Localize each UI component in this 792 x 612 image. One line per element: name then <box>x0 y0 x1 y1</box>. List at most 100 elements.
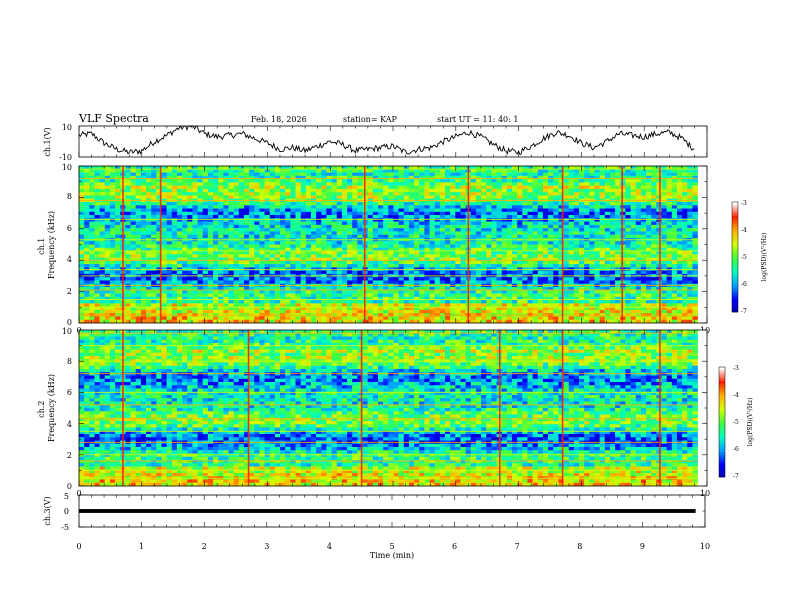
spectrogram-cell <box>223 280 229 285</box>
spectrogram-cell <box>300 231 307 235</box>
spectrogram-cell <box>506 264 513 268</box>
spectrogram-cell <box>604 221 611 226</box>
spectrogram-cell <box>269 296 276 301</box>
spectrogram-cell <box>347 175 353 180</box>
spectrogram-cell <box>151 290 157 294</box>
spectrogram-cell <box>202 257 209 262</box>
ch1-ytick-top: 10 <box>62 123 72 132</box>
spectrogram-cell <box>161 221 167 226</box>
spectrogram-cell <box>357 208 363 213</box>
spectrogram-cell <box>140 185 147 190</box>
spectrogram-cell <box>238 287 245 291</box>
spectrogram-cell <box>146 224 152 229</box>
spectrogram-cell <box>295 228 301 232</box>
spectrogram-cell <box>316 231 322 235</box>
spectrogram-cell <box>187 215 193 219</box>
spectrogram-cell <box>243 231 250 235</box>
spectrogram-cell <box>537 251 544 255</box>
spectrogram-cell <box>661 185 667 190</box>
spectrogram-cell <box>517 221 523 226</box>
spectrogram-cell <box>130 179 136 183</box>
spectrogram-cell <box>321 215 327 219</box>
spectrogram-cell <box>455 172 461 177</box>
spectrogram-cell <box>109 195 116 200</box>
spectrogram-cell <box>347 224 353 229</box>
spectrogram-cell <box>182 166 188 170</box>
spectrogram-cell <box>357 254 363 258</box>
spectrogram-cell <box>687 287 693 291</box>
spectrogram-cell <box>424 277 430 281</box>
spectrogram-cell <box>109 234 116 239</box>
spectrogram-cell <box>285 296 291 301</box>
spectrogram-cell <box>202 179 209 183</box>
spectrogram-cell <box>377 218 384 222</box>
spectrogram-cell <box>527 228 533 232</box>
spectrogram-cell <box>238 201 245 206</box>
spectrogram-cell <box>197 247 204 252</box>
spectrogram-cell <box>429 234 435 239</box>
spectrogram-cell <box>146 201 152 206</box>
spectrogram-cell <box>486 287 492 291</box>
spectrogram-cell <box>573 188 580 193</box>
spectrogram-cell <box>125 218 131 222</box>
spectrogram-cell <box>274 218 281 222</box>
spectrogram-cell <box>202 166 209 170</box>
spectrogram-cell <box>223 257 229 262</box>
spectrogram-cell <box>651 188 657 193</box>
spectrogram-cell <box>228 287 234 291</box>
spectrogram-cell <box>450 188 456 193</box>
spectrogram-cell <box>671 260 678 265</box>
spectrogram-cell <box>512 188 518 193</box>
spectrogram-cell <box>94 270 100 275</box>
spectrogram-cell <box>429 192 435 196</box>
spectrogram-cell <box>151 211 157 216</box>
spectrogram-cell <box>280 224 286 229</box>
spectrogram-cell <box>89 247 95 252</box>
spectrogram-cell <box>646 231 652 235</box>
spectrogram-cell <box>630 185 637 190</box>
spectrogram-cell <box>470 287 477 291</box>
spectrogram-cell <box>393 251 399 255</box>
spectrogram-cell <box>594 228 600 232</box>
spectrogram-cell <box>310 247 317 252</box>
spectrogram-cell <box>573 182 580 186</box>
spectrogram-cell <box>274 205 281 209</box>
spectrogram-cell <box>357 231 363 235</box>
spectrogram-cell <box>584 179 590 183</box>
spectrogram-cell <box>182 218 188 222</box>
spectrogram-cell <box>104 188 111 193</box>
spectrogram-cell <box>372 172 379 177</box>
spectrogram-cell <box>496 241 502 245</box>
spectrogram-cell <box>109 254 116 258</box>
spectrogram-cell <box>109 215 116 219</box>
spectrogram-cell <box>238 280 245 285</box>
spectrogram-cell <box>372 234 379 239</box>
spectrogram-cell <box>269 234 276 239</box>
spectrogram-cell <box>609 231 616 235</box>
spectrogram-cell <box>439 218 446 222</box>
spectrogram-cell <box>182 228 188 232</box>
spectrogram-cell <box>646 244 652 249</box>
spectrogram-cell <box>310 211 317 216</box>
spectrogram-cell <box>156 247 162 252</box>
spectrogram-cell <box>604 172 611 177</box>
spectrogram-cell <box>171 264 178 268</box>
spectrogram-cell <box>341 175 348 180</box>
spectrogram-cell <box>104 296 111 301</box>
spectrogram-cell <box>228 270 234 275</box>
spectrogram-cell <box>496 172 502 177</box>
spectrogram-cell <box>434 201 441 206</box>
spectrogram-cell <box>357 218 363 222</box>
spectrogram-cell <box>444 231 451 235</box>
spectrogram-cell <box>630 188 637 193</box>
spectrogram-cell <box>151 192 157 196</box>
spectrogram-cell <box>630 166 637 170</box>
spectrogram-cell <box>537 234 544 239</box>
spectrogram-cell <box>475 169 482 173</box>
spectrogram-cell <box>115 280 121 285</box>
spectrogram-cell <box>197 208 204 213</box>
spectrogram-cell <box>99 179 106 183</box>
spectrogram-cell <box>243 221 250 226</box>
ch1-spectrogram-panel: 0 2 4 6 8 10 ch.1 Frequency (kHz) 0 10 <box>37 163 710 335</box>
spectrogram-cell <box>548 241 554 245</box>
